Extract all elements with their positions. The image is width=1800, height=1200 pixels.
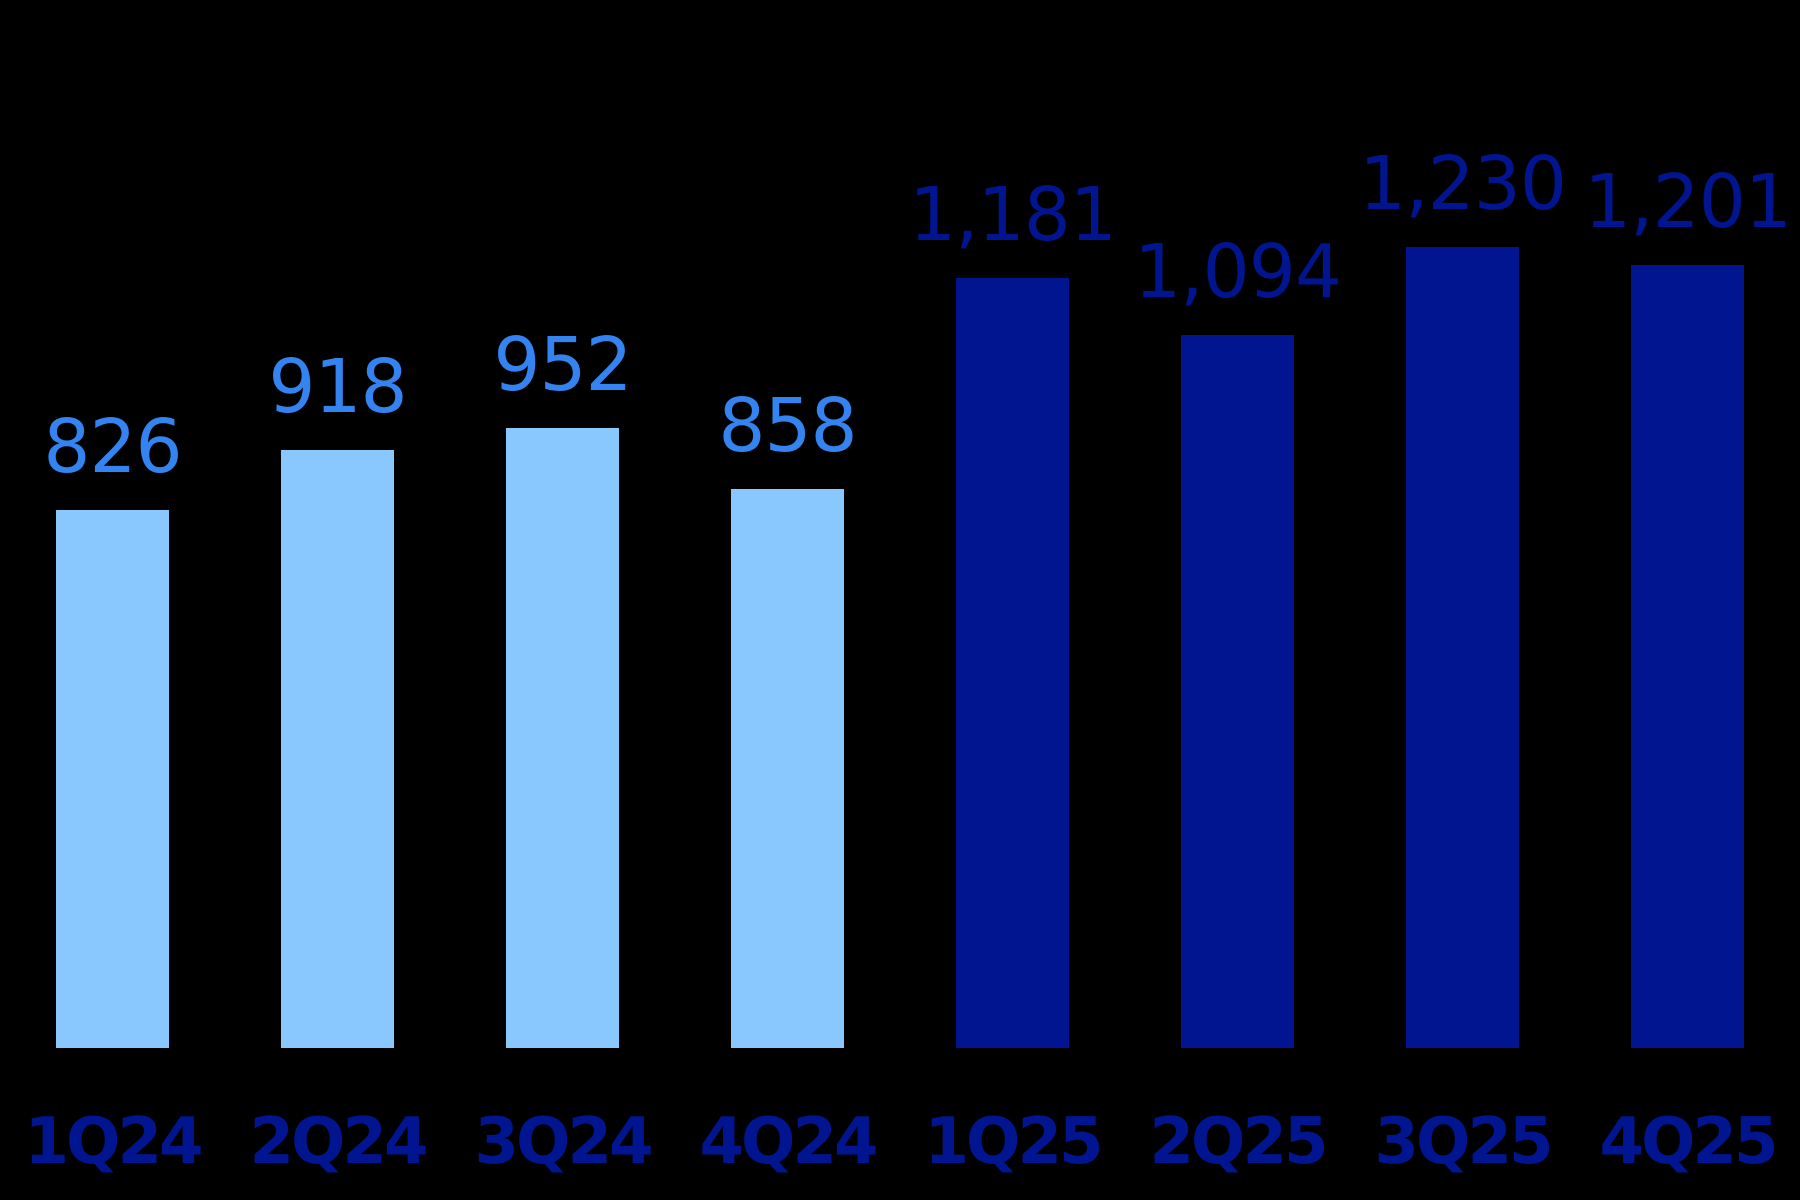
category-label: 2Q24 [249, 1105, 429, 1179]
category-label: 2Q25 [1149, 1105, 1329, 1179]
category-label: 1Q24 [24, 1105, 204, 1179]
value-label: 1,230 [1359, 140, 1567, 227]
bar-4q25 [1631, 265, 1744, 1048]
bar-1q25 [956, 278, 1069, 1048]
value-label: 826 [43, 403, 182, 490]
value-label: 1,201 [1584, 159, 1792, 246]
value-label: 1,094 [1134, 229, 1342, 316]
category-label: 1Q25 [924, 1105, 1104, 1179]
category-label: 3Q24 [474, 1105, 654, 1179]
value-label: 952 [493, 321, 632, 408]
bar-2q25 [1181, 335, 1294, 1048]
category-label: 3Q25 [1374, 1105, 1554, 1179]
value-label: 918 [268, 343, 407, 430]
value-label: 858 [718, 382, 857, 469]
bar-3q25 [1406, 246, 1519, 1048]
bar-2q24 [281, 449, 394, 1048]
category-label: 4Q25 [1599, 1105, 1779, 1179]
bar-1q24 [56, 509, 169, 1048]
value-label: 1,181 [909, 172, 1117, 259]
bar-4q24 [731, 488, 844, 1048]
category-label: 4Q24 [699, 1105, 879, 1179]
bar-3q24 [506, 427, 619, 1048]
